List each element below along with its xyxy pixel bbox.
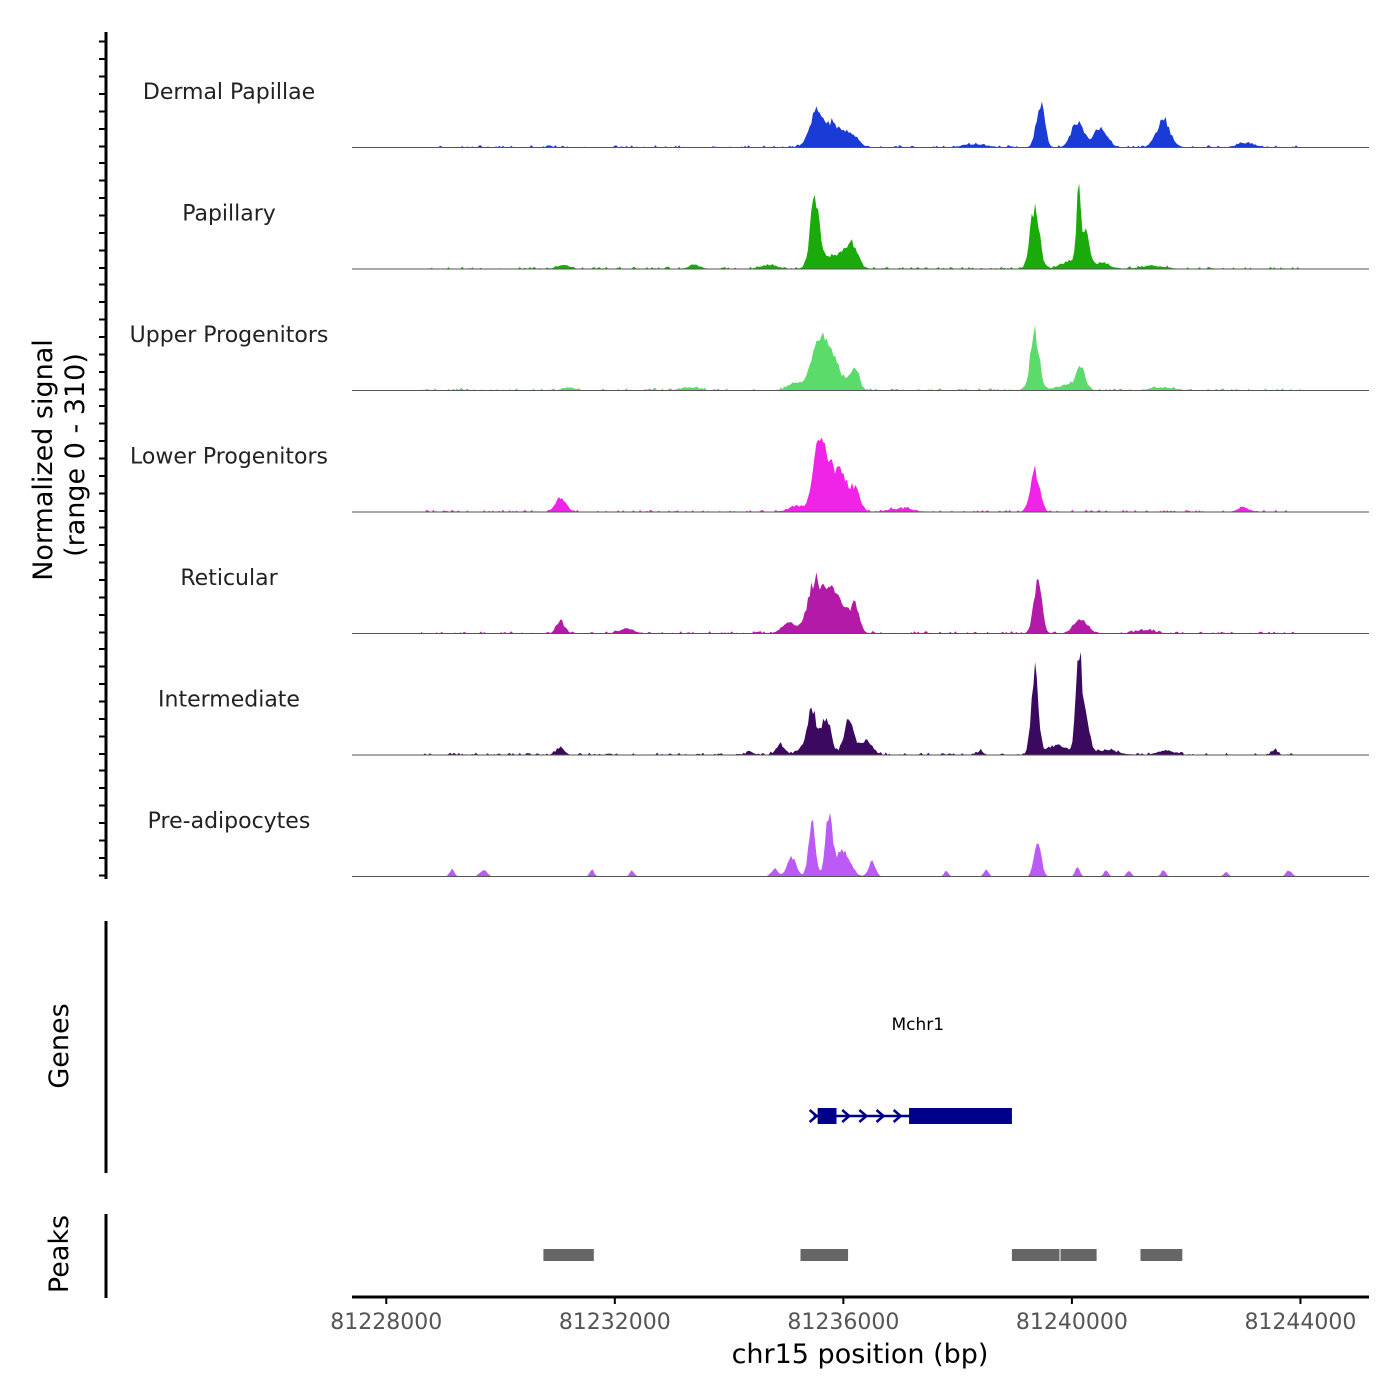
x-tick-label: 81240000 bbox=[1016, 1310, 1128, 1335]
peak-region bbox=[800, 1249, 849, 1261]
genes-side-label: Genes bbox=[44, 1003, 75, 1088]
x-axis-label: chr15 position (bp) bbox=[732, 1339, 989, 1370]
signal-y-ticks bbox=[99, 40, 106, 877]
peak-region bbox=[1060, 1249, 1097, 1261]
peak-region bbox=[1011, 1249, 1060, 1261]
track-label: Lower Progenitors bbox=[130, 445, 328, 470]
y-axis-label-line2: (range 0 - 310) bbox=[60, 353, 91, 557]
track-label: Upper Progenitors bbox=[130, 323, 329, 348]
strand-arrow bbox=[841, 1109, 852, 1123]
strand-arrow bbox=[808, 1109, 819, 1123]
strand-arrow bbox=[858, 1109, 869, 1123]
signal-area bbox=[352, 437, 1369, 512]
peak-region bbox=[543, 1249, 594, 1261]
x-tick-label: 81228000 bbox=[330, 1310, 442, 1335]
x-axis-ticks: 81228000 81232000 81236000 81240000 81244000 bbox=[330, 1297, 1356, 1335]
x-tick-label: 81244000 bbox=[1244, 1310, 1356, 1335]
gene-model-mchr1 bbox=[808, 1108, 1012, 1124]
x-tick-label: 81232000 bbox=[559, 1310, 671, 1335]
peak-region bbox=[1140, 1249, 1183, 1261]
signal-area bbox=[352, 652, 1369, 755]
peaks-side-label: Peaks bbox=[44, 1215, 75, 1293]
track-label: Intermediate bbox=[158, 688, 300, 713]
peaks-track bbox=[543, 1249, 1183, 1261]
track-label: Papillary bbox=[182, 202, 276, 227]
gene-exon bbox=[817, 1108, 837, 1124]
track-label: Dermal Papillae bbox=[143, 80, 315, 105]
signal-area bbox=[352, 812, 1369, 877]
track-label: Pre-adipocytes bbox=[148, 809, 311, 834]
gene-exon bbox=[909, 1108, 1012, 1124]
strand-arrow bbox=[875, 1109, 886, 1123]
track-label: Reticular bbox=[180, 566, 278, 591]
strand-arrow bbox=[892, 1109, 903, 1123]
x-tick-label: 81236000 bbox=[787, 1310, 899, 1335]
signal-area bbox=[352, 183, 1369, 269]
y-axis-label-line1: Normalized signal bbox=[28, 339, 59, 581]
signal-area bbox=[352, 572, 1369, 634]
signal-area bbox=[352, 324, 1369, 391]
signal-tracks: Dermal Papillae Papillary Upper Progenitor… bbox=[130, 80, 1369, 877]
gene-name-label: Mchr1 bbox=[891, 1015, 944, 1035]
signal-area bbox=[352, 101, 1369, 148]
